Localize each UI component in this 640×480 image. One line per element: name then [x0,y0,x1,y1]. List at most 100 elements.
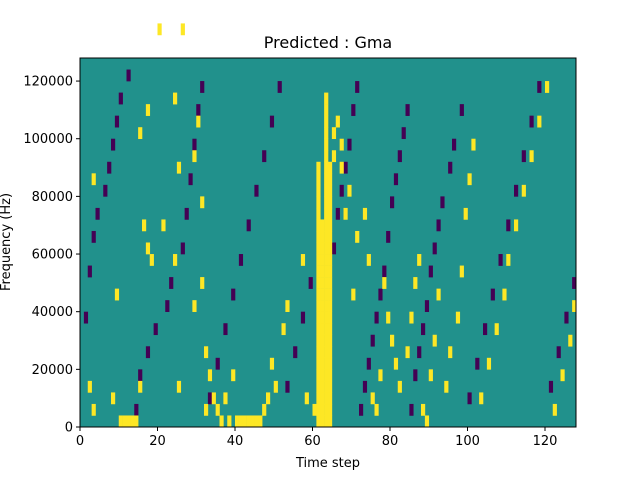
heatmap-cell-negative [293,346,298,359]
heatmap-cell-negative [409,403,414,416]
heatmap-cell-negative [374,311,379,324]
heatmap-cell-negative [475,357,480,370]
heatmap-cell-negative [424,300,430,312]
heatmap-cell-positive [324,380,329,393]
heatmap-cell-positive [324,415,329,428]
heatmap-cell-positive [192,300,197,312]
heatmap-cell-positive [145,242,151,255]
heatmap-cell-negative [370,334,375,347]
heatmap-cell-positive [91,403,96,416]
heatmap-cell-positive [266,392,271,405]
heatmap-cell-positive [382,277,387,289]
heatmap-cell-positive [324,138,329,151]
heatmap-cell-positive [467,173,472,186]
heatmap-cell-positive [386,311,391,324]
heatmap-cell-positive [328,288,333,301]
heatmap-cell-negative [351,104,356,116]
x-tick-label: 40 [227,434,244,449]
heatmap-cell-negative [459,104,464,116]
heatmap-cell-positive [130,415,135,428]
heatmap-cell-positive [324,161,329,174]
heatmap-cell-positive [397,380,402,393]
heatmap-cell-positive [320,300,325,312]
heatmap-cell-positive [537,115,542,128]
x-tick-label: 100 [455,434,480,449]
y-tick-label: 120000 [23,75,73,90]
heatmap-cell-negative [165,300,170,312]
heatmap-cell-negative [180,242,185,255]
heatmap-cell-negative [417,346,422,359]
heatmap-cell-negative [378,288,383,301]
heatmap-cell-negative [452,138,457,151]
heatmap-cell-positive [316,219,321,232]
heatmap-cell-positive [436,288,441,301]
heatmap-cell-positive [568,334,573,347]
heatmap-cell-positive [324,173,329,186]
heatmap-cell-positive [316,173,321,186]
y-tick-label: 40000 [32,305,73,320]
heatmap-cell-negative [111,138,116,151]
x-tick-label: 60 [304,434,321,449]
heatmap-cell-positive [320,242,325,255]
heatmap-cell-positive [324,115,329,128]
heatmap-cell-positive [316,392,321,405]
heatmap-cell-positive [328,369,333,382]
x-axis-title: Time step [295,456,360,471]
heatmap-cell-positive [324,230,329,243]
heatmap-cell-negative [548,380,554,393]
heatmap-cell-positive [316,300,321,312]
heatmap-cell-positive [320,311,325,324]
heatmap-cell-positive [273,380,278,393]
chart-title: Predicted : Gma [264,33,392,52]
heatmap-cell-negative [87,265,92,278]
heatmap-cell-positive [324,311,329,324]
heatmap-cell-positive [281,323,286,336]
heatmap-cell-positive [521,184,526,197]
heatmap-cell-positive [231,369,236,382]
heatmap-cell-positive [328,277,333,289]
x-tick-label: 120 [533,434,558,449]
heatmap-cell-positive [211,392,216,405]
heatmap-cell-positive [269,357,275,370]
heatmap-cell-positive [173,254,178,266]
heatmap-cell-positive [324,242,329,255]
heatmap-cell-negative [215,357,220,370]
heatmap-cell-positive [328,300,333,312]
heatmap-cell-negative [428,265,433,278]
heatmap-cell-positive [324,277,329,289]
heatmap-cell-positive [138,380,143,393]
heatmap-cell-positive [316,254,321,266]
heatmap-cell-positive [304,392,309,405]
heatmap-cell-negative [343,161,348,174]
x-tick-label: 80 [382,434,399,449]
plot-frame [79,57,577,428]
heatmap-cell-negative [188,173,193,186]
heatmap-cell-positive [285,300,290,312]
y-tick-label: 20000 [32,363,73,378]
heatmap-cell-positive [393,357,399,370]
heatmap-cell-positive [331,127,337,140]
heatmap-cell-positive [316,311,321,324]
heatmap-cell-positive [455,311,461,324]
heatmap-cell-positive [111,392,116,405]
heatmap-cell-positive [324,357,329,370]
heatmap-cell-positive [316,277,321,289]
heatmap-cell-positive [91,173,96,186]
heatmap-cell-positive [328,403,333,416]
heatmap-cell-positive [316,265,321,278]
heatmap-cell-negative [440,196,445,209]
heatmap-cell-positive [142,219,147,232]
heatmap-cell-negative [285,380,290,393]
heatmap-cell-positive [316,369,321,382]
heatmap-cell-positive [200,277,205,289]
heatmap-cell-negative [386,230,391,243]
heatmap-cell-positive [200,196,205,209]
heatmap-cell-negative [238,254,244,266]
heatmap-cell-positive [328,242,333,255]
heatmap-cell-positive [328,265,333,278]
heatmap-cell-positive [331,150,337,163]
heatmap-cell-positive [328,230,333,243]
heatmap-cell-negative [393,173,399,186]
heatmap-cell-negative [421,323,426,336]
